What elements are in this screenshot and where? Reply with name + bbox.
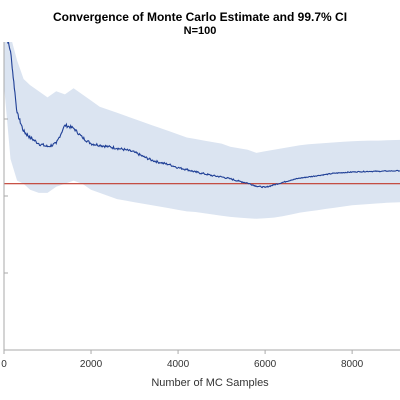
ci-band <box>4 42 400 219</box>
chart-title: Convergence of Monte Carlo Estimate and … <box>52 10 348 24</box>
x-tick-label: 8000 <box>341 359 364 370</box>
x-tick-label: 2000 <box>80 359 103 370</box>
estimate-line <box>7 42 400 189</box>
plot-area <box>3 42 400 351</box>
x-tick-label: 0 <box>1 359 7 370</box>
x-axis-title: Number of MC Samples <box>151 377 269 389</box>
chart-subtitle: N=100 <box>183 25 217 37</box>
plot-clip-group <box>4 42 400 219</box>
x-tick-label: 6000 <box>254 359 277 370</box>
x-axis-ticks: 0 2000 4000 6000 8000 <box>1 118 364 370</box>
x-tick-label: 4000 <box>167 359 190 370</box>
